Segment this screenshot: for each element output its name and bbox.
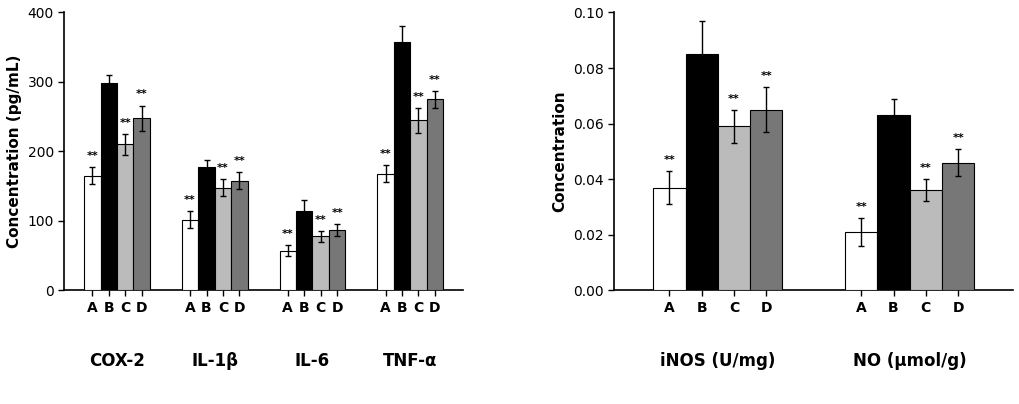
Bar (685, 54, 717, 290)
Text: **: ** (429, 75, 440, 85)
Text: **: ** (728, 94, 739, 103)
Text: **: ** (119, 118, 131, 128)
Text: IL-6: IL-6 (294, 351, 330, 370)
Bar (410, 120, 426, 290)
Bar (117, 145, 133, 290)
Bar (426, 99, 442, 290)
Bar (181, 219, 198, 290)
Y-axis label: Concentration (pg/mL): Concentration (pg/mL) (7, 55, 22, 248)
Bar (198, 167, 215, 290)
Text: COX-2: COX-2 (89, 351, 145, 370)
Bar (84, 176, 101, 290)
Text: **: ** (315, 215, 326, 225)
Text: **: ** (281, 229, 293, 239)
Bar (909, 190, 942, 290)
Bar (329, 230, 345, 290)
Bar (652, 187, 685, 290)
Bar (377, 174, 393, 290)
Text: **: ** (184, 195, 196, 205)
Text: iNOS (U/mg): iNOS (U/mg) (659, 351, 774, 370)
Text: **: ** (662, 155, 675, 165)
Bar (876, 115, 909, 290)
Text: **: ** (855, 202, 866, 212)
Bar (133, 118, 150, 290)
Bar (749, 110, 782, 290)
Text: **: ** (136, 89, 148, 99)
Text: **: ** (233, 156, 245, 166)
Bar (717, 126, 749, 290)
Bar (296, 210, 312, 290)
Bar (942, 162, 973, 290)
Bar (393, 42, 410, 290)
Text: **: ** (331, 208, 342, 218)
Bar (844, 232, 876, 290)
Bar (279, 251, 296, 290)
Bar (312, 236, 329, 290)
Y-axis label: Concentration: Concentration (552, 90, 568, 212)
Bar (101, 83, 117, 290)
Text: IL-1β: IL-1β (191, 351, 238, 370)
Text: **: ** (952, 133, 963, 143)
Text: **: ** (379, 149, 391, 159)
Text: **: ** (87, 152, 98, 161)
Text: **: ** (217, 163, 228, 173)
Bar (231, 181, 248, 290)
Text: **: ** (413, 92, 424, 101)
Text: TNF-α: TNF-α (383, 351, 437, 370)
Text: **: ** (759, 72, 771, 81)
Text: **: ** (919, 163, 930, 173)
Text: NO (μmol/g): NO (μmol/g) (852, 351, 966, 370)
Bar (215, 187, 231, 290)
